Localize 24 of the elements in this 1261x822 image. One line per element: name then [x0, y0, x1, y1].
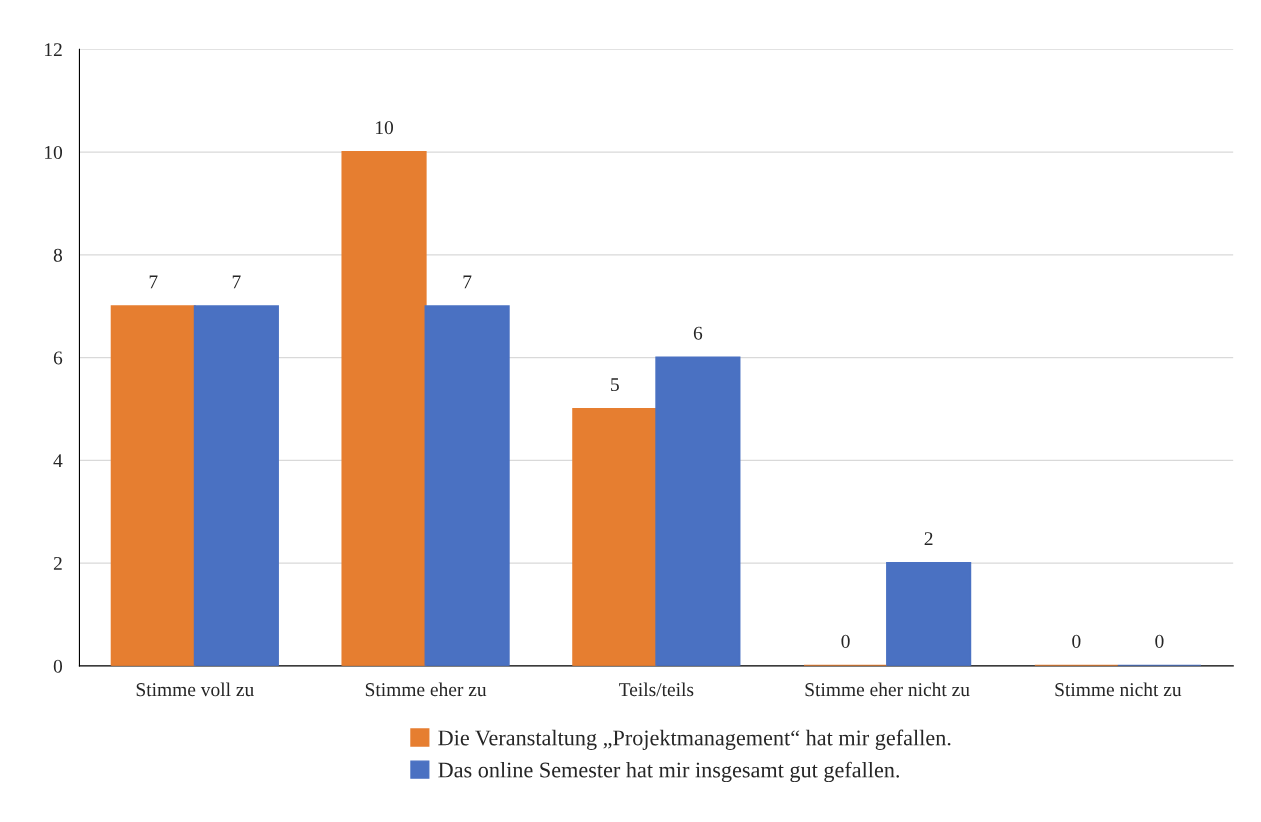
y-tick-label: 12	[45, 43, 62, 57]
data-label: 2	[924, 532, 933, 546]
x-tick-label: Stimme eher nicht zu	[805, 682, 970, 697]
x-tick-label: Stimme nicht zu	[1055, 682, 1182, 697]
data-label: 0	[1072, 634, 1081, 648]
data-label: 7	[149, 275, 158, 289]
y-tick-label: 6	[53, 351, 63, 365]
x-tick-label: Stimme voll zu	[136, 682, 254, 697]
y-tick-label: 0	[53, 659, 63, 673]
data-label: 6	[693, 326, 703, 340]
y-tick-label: 8	[53, 248, 63, 262]
legend-label: Das online Semester hat mir insgesamt gut gefallen.	[438, 761, 900, 783]
data-label: 7	[463, 275, 472, 289]
data-label: 10	[376, 121, 394, 135]
y-tick-label: 10	[45, 145, 63, 160]
x-tick-label: Teils/teils	[619, 682, 694, 697]
y-tick-label: 4	[53, 454, 63, 468]
legend-label: Die Veranstaltung „Projektmanagement“ hat mir gefallen.	[438, 729, 951, 750]
data-label: 5	[611, 378, 619, 392]
data-label: 7	[232, 275, 241, 289]
data-label: 0	[1155, 634, 1164, 648]
x-tick-label: Stimme eher zu	[365, 682, 487, 697]
data-label: 0	[841, 634, 850, 648]
y-tick-label: 2	[53, 556, 62, 570]
